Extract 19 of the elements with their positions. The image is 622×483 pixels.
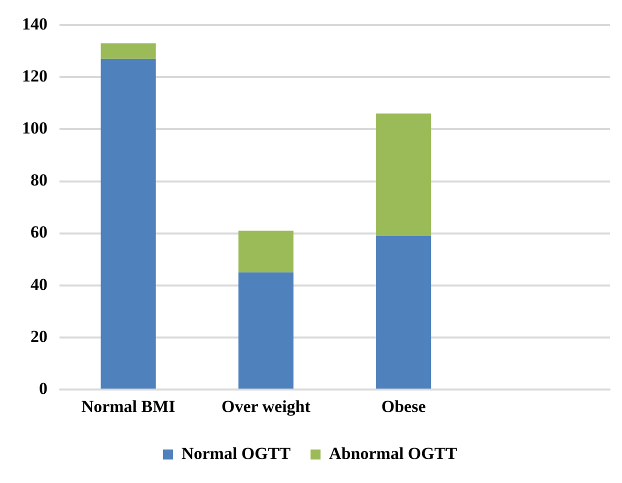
legend-label: Normal OGTT [181, 444, 292, 463]
legend-label: Abnormal OGTT [329, 444, 458, 463]
x-tick-label: Obese [381, 397, 426, 416]
y-tick-label: 0 [39, 378, 48, 398]
y-tick-label: 60 [30, 222, 48, 242]
x-tick-label: Normal BMI [81, 397, 176, 416]
x-tick-label: Over weight [221, 397, 311, 416]
y-tick-label: 80 [30, 170, 48, 190]
y-tick-label: 100 [22, 118, 48, 138]
y-tick-label: 40 [30, 274, 48, 294]
bar [238, 272, 294, 389]
bar [100, 58, 156, 389]
bar [238, 230, 294, 272]
bar [100, 43, 156, 59]
bar [376, 114, 432, 236]
bar [376, 236, 432, 389]
y-tick-label: 120 [22, 66, 48, 86]
y-tick-label: 140 [22, 14, 48, 34]
y-tick-label: 20 [30, 326, 48, 346]
